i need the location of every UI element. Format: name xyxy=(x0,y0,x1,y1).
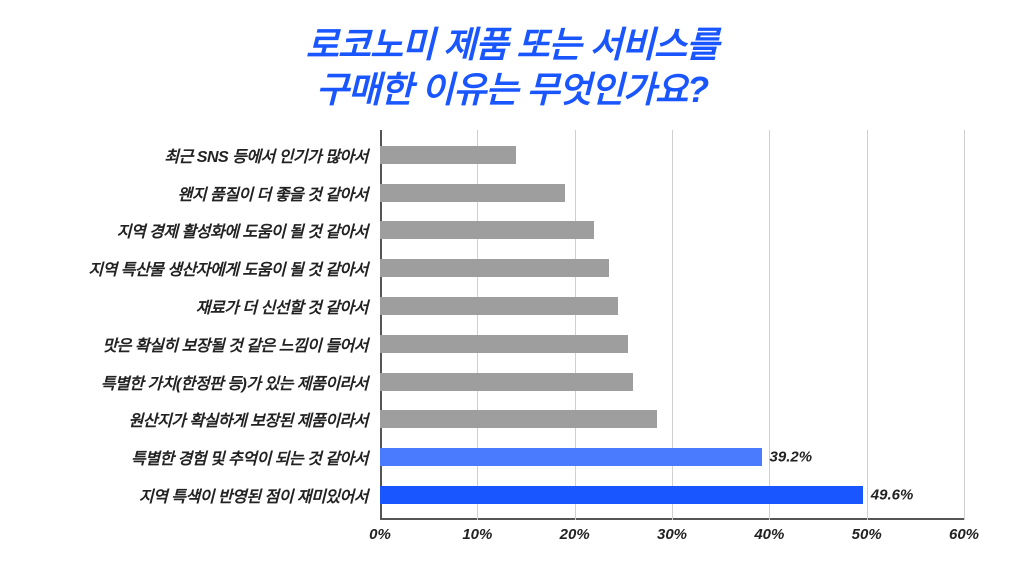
bar-cell xyxy=(380,251,964,285)
chart-title: 로코노미 제품 또는 서비스를 구매한 이유는 무엇인가요? xyxy=(0,0,1024,130)
bar-row: 지역 경제 활성화에 도움이 될 것 같아서 xyxy=(40,213,964,247)
bar xyxy=(380,373,633,391)
bar-row: 최근 SNS 등에서 인기가 많아서 xyxy=(40,138,964,172)
bar: 39.2% xyxy=(380,448,762,466)
value-label: 39.2% xyxy=(762,449,813,466)
bar-cell: 49.6% xyxy=(380,478,964,512)
category-label: 지역 특색이 반영된 점이 재미있어서 xyxy=(40,483,380,507)
bar xyxy=(380,297,618,315)
x-tick: 40% xyxy=(754,526,784,543)
bar-row: 재료가 더 신선할 것 같아서 xyxy=(40,289,964,323)
bar-cell xyxy=(380,327,964,361)
bar-cell xyxy=(380,289,964,323)
bar-row: 특별한 가치(한정판 등)가 있는 제품이라서 xyxy=(40,365,964,399)
x-tick: 20% xyxy=(560,526,590,543)
x-tick: 60% xyxy=(949,526,979,543)
bar-rows: 최근 SNS 등에서 인기가 많아서왠지 품질이 더 좋을 것 같아서지역 경제… xyxy=(40,130,964,520)
x-tick: 30% xyxy=(657,526,687,543)
bar xyxy=(380,259,609,277)
bar-cell xyxy=(380,365,964,399)
category-label: 특별한 가치(한정판 등)가 있는 제품이라서 xyxy=(40,370,380,394)
category-label: 맛은 확실히 보장될 것 같은 느낌이 들어서 xyxy=(40,332,380,356)
bar-row: 왠지 품질이 더 좋을 것 같아서 xyxy=(40,176,964,210)
bar-cell xyxy=(380,138,964,172)
bar xyxy=(380,221,594,239)
bar xyxy=(380,184,565,202)
category-label: 재료가 더 신선할 것 같아서 xyxy=(40,294,380,318)
bar-row: 특별한 경험 및 추억이 되는 것 같아서39.2% xyxy=(40,440,964,474)
bar xyxy=(380,146,516,164)
x-axis: 0%10%20%30%40%50%60% xyxy=(380,520,964,550)
category-label: 특별한 경험 및 추억이 되는 것 같아서 xyxy=(40,445,380,469)
bar: 49.6% xyxy=(380,486,863,504)
bar-cell: 39.2% xyxy=(380,440,964,474)
category-label: 지역 경제 활성화에 도움이 될 것 같아서 xyxy=(40,218,380,242)
category-label: 최근 SNS 등에서 인기가 많아서 xyxy=(40,143,380,167)
bar-cell xyxy=(380,176,964,210)
bar-row: 원산지가 확실하게 보장된 제품이라서 xyxy=(40,402,964,436)
bar-cell xyxy=(380,402,964,436)
bar-cell xyxy=(380,213,964,247)
bar-row: 지역 특색이 반영된 점이 재미있어서49.6% xyxy=(40,478,964,512)
chart: 최근 SNS 등에서 인기가 많아서왠지 품질이 더 좋을 것 같아서지역 경제… xyxy=(40,130,964,550)
x-tick: 50% xyxy=(852,526,882,543)
bar-row: 맛은 확실히 보장될 것 같은 느낌이 들어서 xyxy=(40,327,964,361)
x-tick: 0% xyxy=(369,526,391,543)
gridline xyxy=(964,130,965,520)
category-label: 왠지 품질이 더 좋을 것 같아서 xyxy=(40,181,380,205)
title-line-1: 로코노미 제품 또는 서비스를 xyxy=(0,22,1024,67)
title-line-2: 구매한 이유는 무엇인가요? xyxy=(0,67,1024,112)
bar-row: 지역 특산물 생산자에게 도움이 될 것 같아서 xyxy=(40,251,964,285)
bar xyxy=(380,410,657,428)
category-label: 지역 특산물 생산자에게 도움이 될 것 같아서 xyxy=(40,256,380,280)
bar xyxy=(380,335,628,353)
category-label: 원산지가 확실하게 보장된 제품이라서 xyxy=(40,407,380,431)
value-label: 49.6% xyxy=(863,487,914,504)
x-tick: 10% xyxy=(462,526,492,543)
